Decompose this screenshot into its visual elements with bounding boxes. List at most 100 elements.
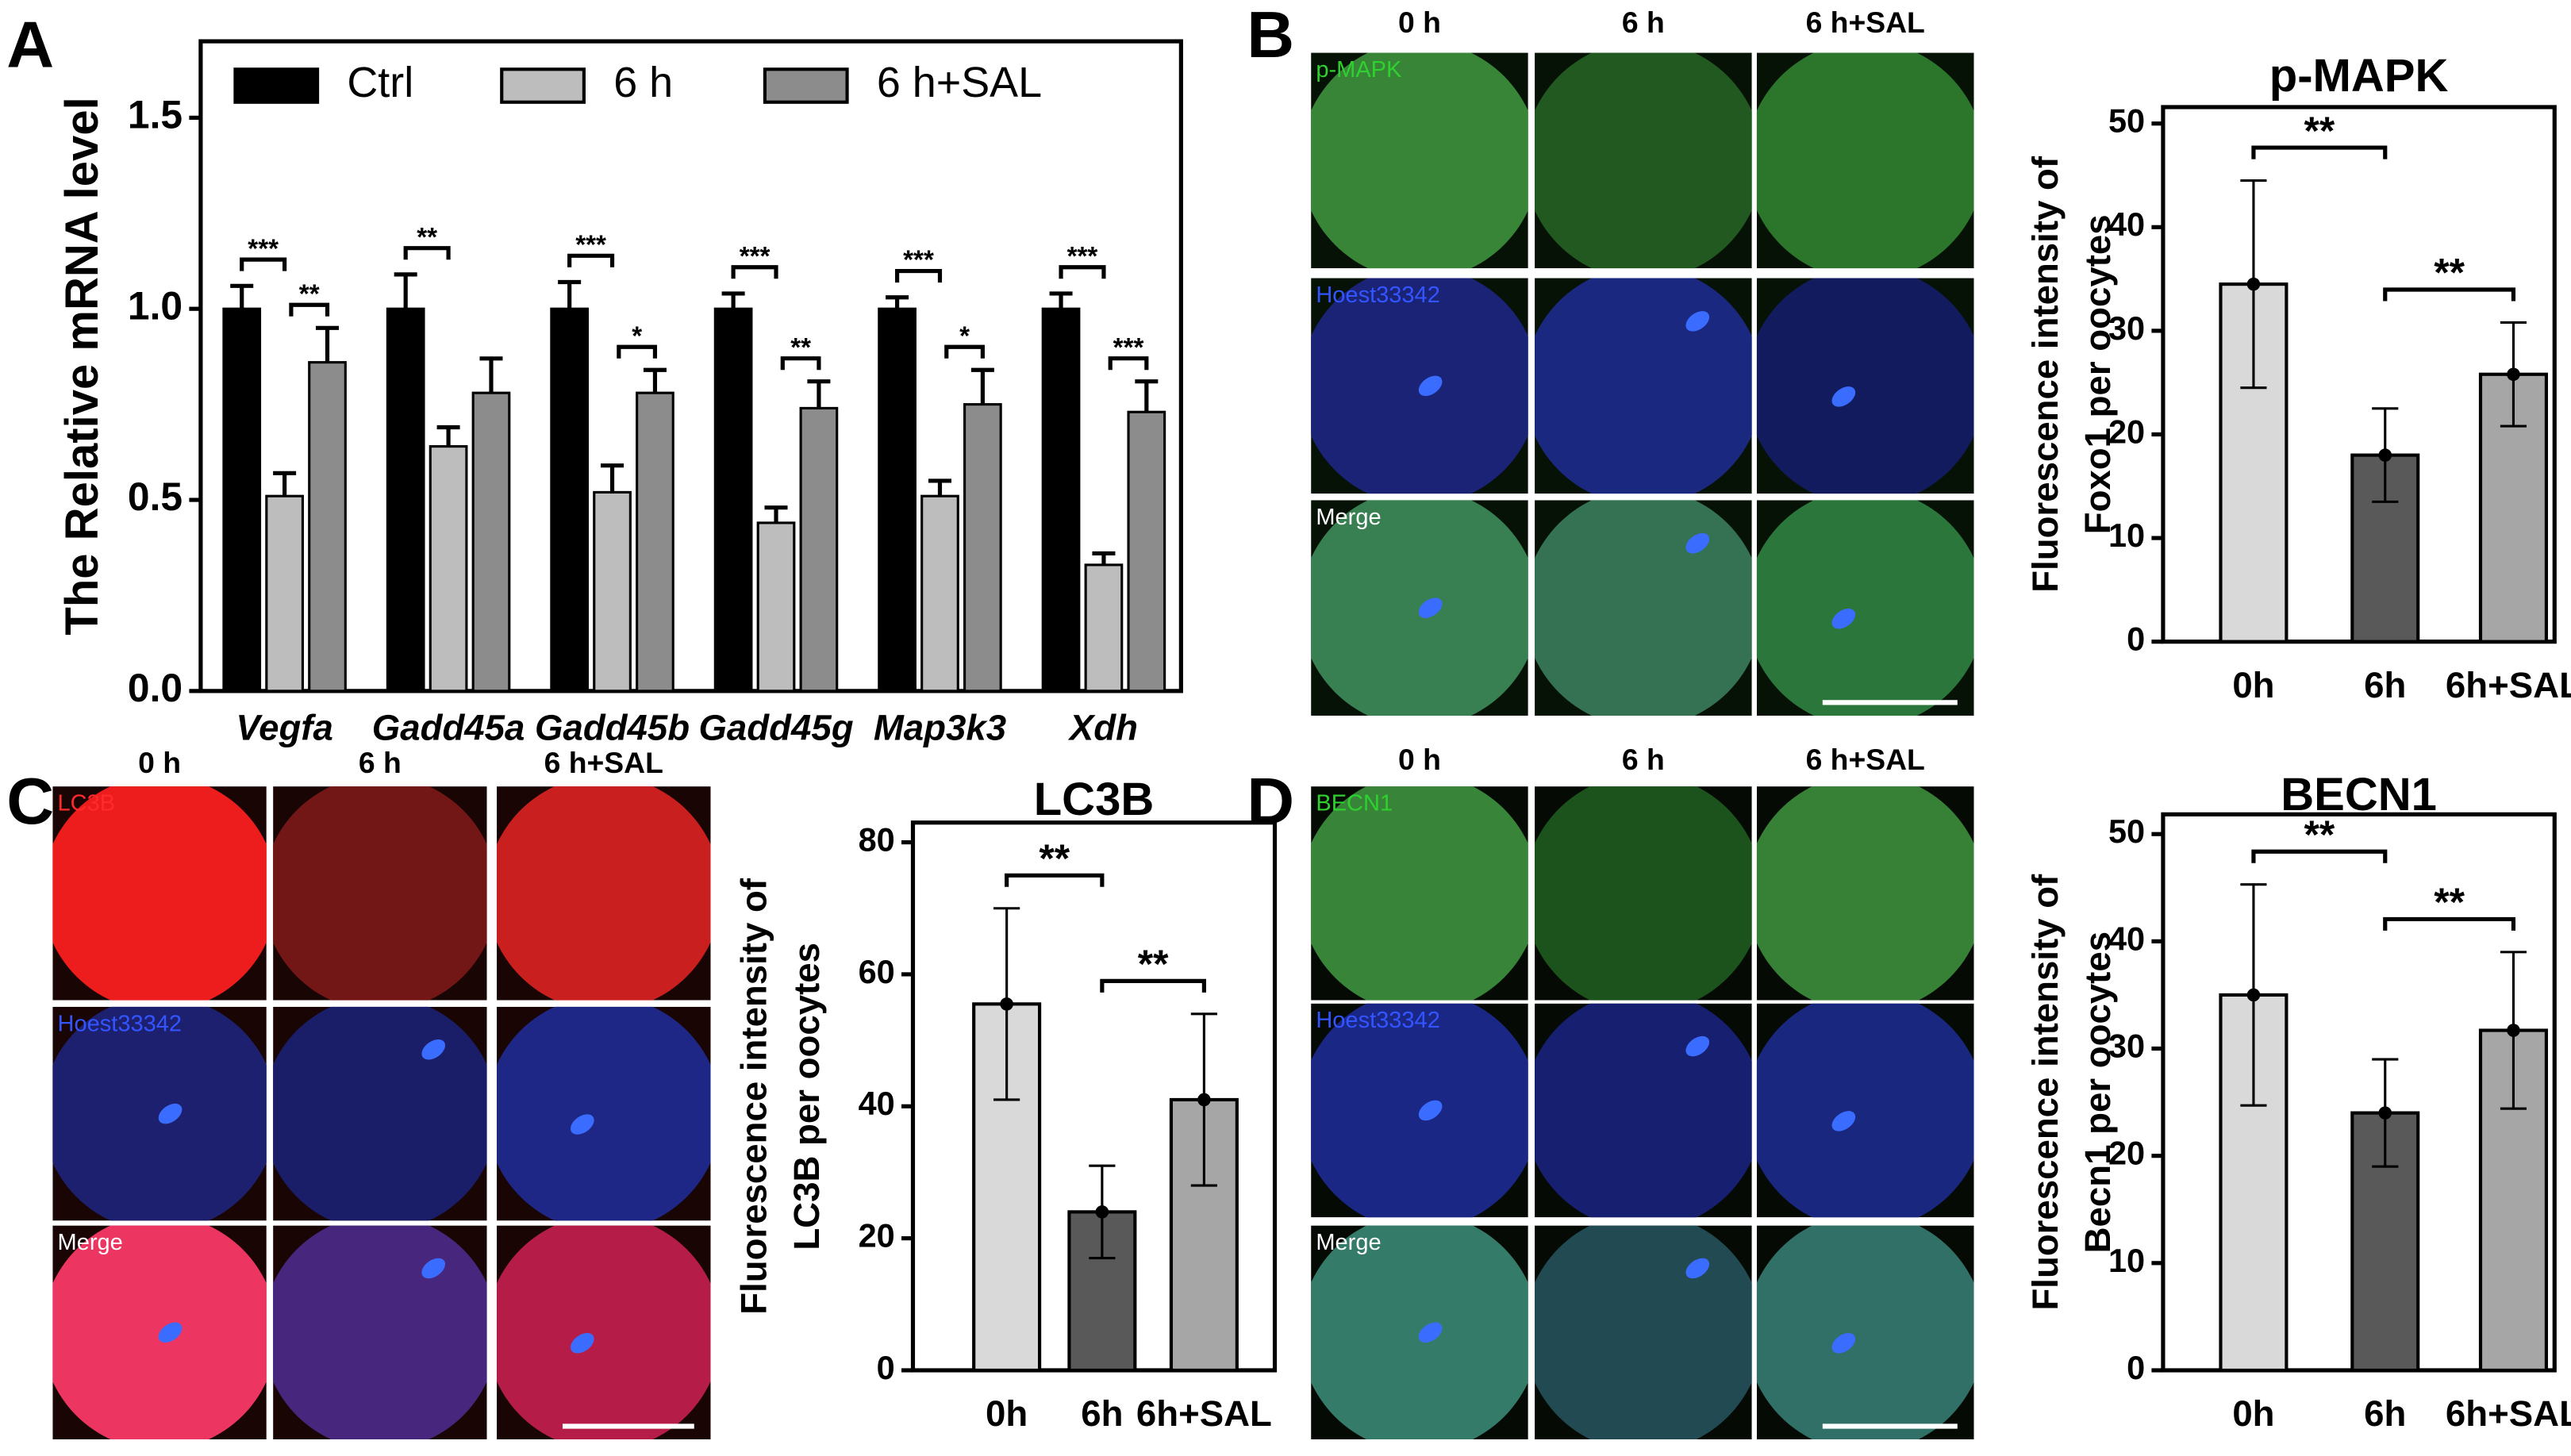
y-axis-label: Fluorescence intensity of — [734, 878, 774, 1315]
bar — [713, 307, 753, 693]
x-tick-label: 6h — [2364, 665, 2406, 705]
mean-point — [2378, 448, 2392, 462]
y-tick-label: 1.0 — [128, 283, 183, 328]
significance-label: * — [632, 321, 642, 351]
row-label: Hoest33342 — [1316, 282, 1439, 308]
mean-point — [1095, 1205, 1109, 1219]
column-header: 6 h+SAL — [544, 746, 663, 779]
oocyte — [1535, 1003, 1752, 1218]
micrograph — [1535, 786, 1752, 1001]
legend-label: 6 h+SAL — [877, 59, 1042, 106]
bar — [308, 361, 347, 693]
significance-label: *** — [1113, 333, 1144, 363]
micrograph — [1535, 278, 1752, 494]
row-label: BECN1 — [1316, 791, 1393, 816]
significance-bracket — [289, 302, 330, 317]
bar — [265, 494, 304, 693]
row-label: Hoest33342 — [1316, 1008, 1439, 1033]
x-tick-label: Gadd45b — [535, 708, 690, 748]
significance-label: *** — [740, 242, 771, 271]
panel-label: C — [6, 764, 54, 838]
nucleus — [1418, 1322, 1443, 1343]
micrograph — [1535, 1225, 1752, 1440]
plot-frame — [198, 39, 1183, 693]
y-tick-label: 0.0 — [128, 666, 183, 710]
significance-label: *** — [248, 234, 279, 263]
micrograph — [52, 1006, 267, 1221]
micrograph — [273, 1225, 487, 1440]
y-tick-label: 30 — [2108, 309, 2145, 347]
significance-bracket — [780, 356, 821, 371]
micrograph — [1756, 1003, 1974, 1218]
y-tick-label: 10 — [2108, 517, 2145, 554]
x-tick-label: 6h — [2364, 1393, 2406, 1434]
nucleus — [158, 1322, 183, 1343]
micrograph — [273, 1006, 487, 1221]
panel-label: D — [1247, 764, 1294, 838]
bar — [1127, 410, 1166, 693]
x-tick-label: Map3k3 — [874, 708, 1006, 748]
micrograph — [1756, 52, 1974, 269]
row-label: Merge — [58, 1230, 123, 1255]
bar — [756, 521, 796, 693]
oocyte — [1756, 786, 1974, 1001]
y-tick-label: 30 — [2108, 1027, 2145, 1064]
row-label: LC3B — [58, 791, 116, 816]
micrograph — [1311, 278, 1528, 494]
column-header: 6 h — [1622, 743, 1665, 776]
y-axis-label: Becn1 per oocytes — [2077, 932, 2118, 1253]
row-label: Merge — [1316, 505, 1381, 530]
nucleus — [570, 1114, 594, 1135]
oocyte — [52, 786, 267, 1001]
micrograph — [1756, 278, 1974, 494]
oocyte — [1311, 500, 1528, 716]
mean-point — [2507, 1024, 2520, 1037]
oocyte — [273, 786, 487, 1001]
oocyte — [1535, 500, 1752, 716]
x-tick-label: 0h — [2232, 665, 2274, 705]
significance-label: ** — [417, 223, 437, 252]
nucleus — [1418, 597, 1443, 618]
significance-bracket — [1108, 356, 1149, 371]
oocyte — [1311, 278, 1528, 494]
oocyte — [1535, 278, 1752, 494]
bar — [878, 307, 917, 693]
oocyte — [1756, 1003, 1974, 1218]
significance-bracket — [2251, 849, 2388, 863]
oocyte — [1756, 52, 1974, 269]
bar — [1084, 563, 1124, 693]
y-tick-label: 20 — [859, 1217, 895, 1254]
significance-label: ** — [2304, 813, 2335, 857]
oocyte — [1311, 52, 1528, 269]
significance-bracket — [403, 246, 451, 260]
significance-bracket — [894, 268, 943, 283]
column-header: 0 h — [1398, 6, 1441, 39]
significance-label: ** — [2434, 880, 2465, 924]
nucleus — [1685, 1035, 1710, 1057]
micrograph — [1535, 52, 1752, 269]
x-tick-label: Vegfa — [236, 708, 332, 748]
column-header: 0 h — [138, 746, 181, 779]
micrograph — [52, 1225, 267, 1440]
legend-label: Ctrl — [347, 59, 413, 106]
micrograph — [273, 786, 487, 1001]
oocyte — [273, 1225, 487, 1440]
nucleus — [421, 1258, 446, 1279]
y-axis-label: LC3B per oocytes — [786, 943, 827, 1250]
legend-label: 6 h — [613, 59, 673, 106]
y-tick-label: 0.5 — [128, 474, 183, 519]
y-tick-label: 0 — [2127, 620, 2145, 658]
y-tick-label: 20 — [2108, 413, 2145, 450]
significance-label: ** — [1039, 836, 1070, 881]
y-tick-label: 50 — [2108, 102, 2145, 140]
mean-point — [2246, 988, 2261, 1002]
bar — [471, 391, 511, 693]
panel-label: A — [6, 7, 54, 81]
significance-bracket — [617, 344, 658, 359]
row-label: Merge — [1316, 1230, 1381, 1255]
x-tick-label: Gadd45g — [698, 708, 853, 748]
micrograph — [1535, 1003, 1752, 1218]
nucleus — [1831, 386, 1856, 407]
micrograph — [1311, 52, 1528, 269]
